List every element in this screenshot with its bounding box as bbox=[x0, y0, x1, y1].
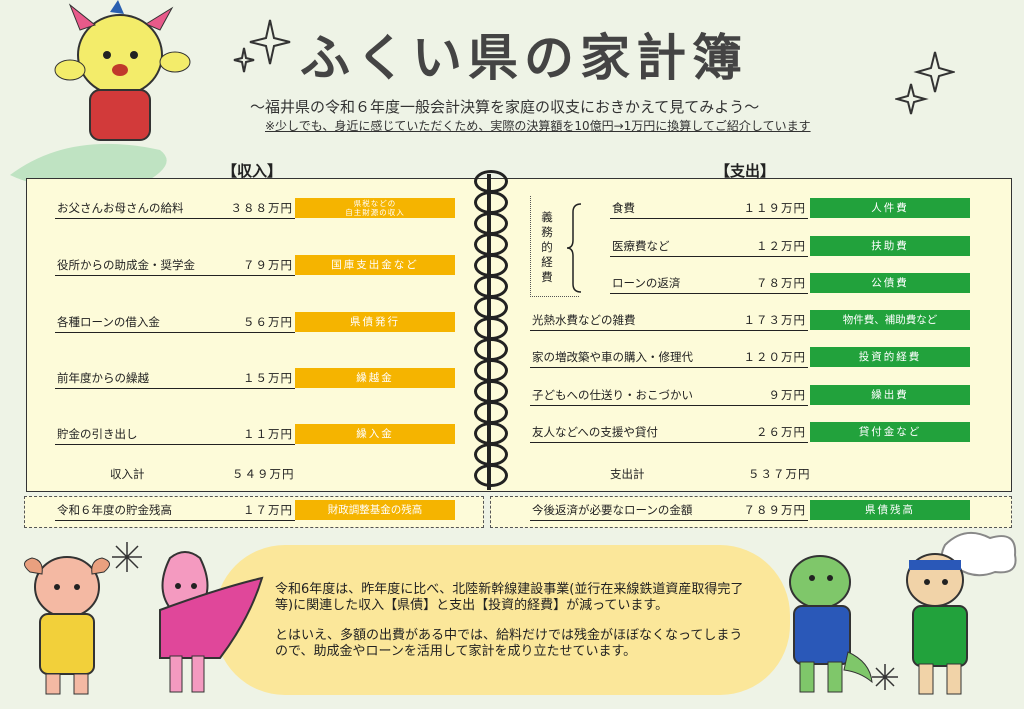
income-tag-line2: 自主財源の収入 bbox=[345, 208, 405, 217]
debt-balance-row: 今後返済が必要なローンの金額 ７８９万円 bbox=[530, 500, 808, 521]
page-subtitle: 〜福井県の令和６年度一般会計決算を家庭の収支におきかえて見てみよう〜 bbox=[250, 98, 760, 116]
mascot-pink-icon bbox=[159, 551, 264, 693]
spiral-ring bbox=[474, 380, 508, 403]
income-row: 役所からの助成金・奨学金 ７９万円 bbox=[55, 255, 295, 276]
sparkle-icon bbox=[895, 51, 955, 115]
expense-tag: 物件費、補助費など bbox=[810, 310, 970, 330]
income-label: 貯金の引き出し bbox=[57, 427, 138, 441]
savings-balance-row: 令和６年度の貯金残高 １７万円 bbox=[55, 500, 295, 521]
sparkle-icon bbox=[872, 664, 898, 690]
spiral-ring bbox=[474, 296, 508, 319]
income-label: お父さんお母さんの給料 bbox=[57, 201, 184, 215]
spiral-ring bbox=[474, 464, 508, 487]
expense-tag: 公債費 bbox=[810, 273, 970, 293]
income-tag: 県税などの 自主財源の収入 bbox=[295, 198, 455, 218]
income-row: 貯金の引き出し １１万円 bbox=[55, 424, 295, 445]
expense-amount: １１９万円 bbox=[743, 201, 806, 215]
expense-total-label: 支出計 bbox=[610, 467, 645, 481]
income-tag: 繰越金 bbox=[295, 368, 455, 388]
expense-label: 食費 bbox=[612, 201, 635, 215]
spiral-ring bbox=[474, 212, 508, 235]
income-total-label: 収入計 bbox=[110, 467, 145, 481]
expense-amount: １２万円 bbox=[756, 239, 806, 253]
income-label: 各種ローンの借入金 bbox=[57, 315, 160, 329]
expense-tag: 繰出費 bbox=[810, 385, 970, 405]
spiral-ring bbox=[474, 254, 508, 277]
spiral-ring bbox=[474, 275, 508, 298]
expense-row: 光熱水費などの雑費 １７３万円 bbox=[530, 310, 808, 331]
income-tag: 国庫支出金など bbox=[295, 255, 455, 275]
message-paragraph-1: 令和6年度は、昨年度に比べ、北陸新幹線建設事業(並行在来線鉄道資産取得完了等)に… bbox=[275, 582, 744, 613]
income-heading: 【収入】 bbox=[222, 162, 283, 180]
message-cloud bbox=[215, 545, 790, 695]
income-amount: １５万円 bbox=[243, 371, 293, 385]
expense-row: 友人などへの支援や貸付 ２６万円 bbox=[530, 422, 808, 443]
expense-row: 医療費など １２万円 bbox=[610, 236, 808, 257]
expense-row: 食費 １１９万円 bbox=[610, 198, 808, 219]
expense-amount: １７３万円 bbox=[743, 313, 806, 327]
expense-label: 光熱水費などの雑費 bbox=[532, 313, 636, 327]
expense-heading: 【支出】 bbox=[715, 162, 776, 180]
spiral-ring bbox=[474, 338, 508, 361]
savings-balance-label: 令和６年度の貯金残高 bbox=[57, 503, 172, 517]
mandatory-expense-label: 義務的経費 bbox=[541, 210, 553, 284]
expense-amount: ７８万円 bbox=[756, 276, 806, 290]
spiral-ring bbox=[474, 359, 508, 382]
income-total-amount: ５４９万円 bbox=[232, 467, 295, 481]
income-row: 前年度からの繰越 １５万円 bbox=[55, 368, 295, 389]
savings-balance-amount: １７万円 bbox=[243, 503, 293, 517]
expense-row: 家の増改築や車の購入・修理代 １２０万円 bbox=[530, 347, 808, 368]
debt-balance-amount: ７８９万円 bbox=[743, 503, 806, 517]
spiral-ring bbox=[474, 422, 508, 445]
income-amount: ７９万円 bbox=[243, 258, 293, 272]
expense-total-amount: ５３７万円 bbox=[748, 467, 811, 481]
mascot-yellow-icon bbox=[24, 556, 110, 695]
income-label: 前年度からの繰越 bbox=[57, 371, 149, 385]
mascot-green-runner-icon bbox=[906, 531, 1017, 695]
income-amount: ３８８万円 bbox=[230, 201, 293, 215]
debt-balance-label: 今後返済が必要なローンの金額 bbox=[532, 503, 693, 517]
savings-balance-tag: 財政調整基金の残高 bbox=[295, 500, 455, 520]
expense-label: 友人などへの支援や貸付 bbox=[532, 425, 658, 439]
expense-label: ローンの返済 bbox=[612, 276, 681, 290]
spiral-ring bbox=[474, 191, 508, 214]
mascot-green-dinosaur-icon bbox=[789, 555, 873, 693]
message-paragraph-2: とはいえ、多額の出費がある中では、給料だけでは残金がほぼなくなってしまうので、助… bbox=[275, 628, 743, 659]
income-row: 各種ローンの借入金 ５６万円 bbox=[55, 312, 295, 333]
page-title: ふくい県の家計簿 bbox=[300, 29, 748, 87]
income-tag: 繰入金 bbox=[295, 424, 455, 444]
expense-tag: 扶助費 bbox=[810, 236, 970, 256]
income-tag: 県債発行 bbox=[295, 312, 455, 332]
expense-row: 子どもへの仕送り・おこづかい ９万円 bbox=[530, 385, 808, 406]
expense-label: 家の増改築や車の購入・修理代 bbox=[532, 350, 693, 364]
expense-row: ローンの返済 ７８万円 bbox=[610, 273, 808, 294]
message-text: 令和6年度は、昨年度に比べ、北陸新幹線建設事業(並行在来線鉄道資産取得完了等)に… bbox=[275, 582, 755, 660]
expense-amount: ２６万円 bbox=[756, 425, 806, 439]
brace-icon bbox=[566, 203, 582, 293]
expense-amount: １２０万円 bbox=[743, 350, 806, 364]
expense-label: 子どもへの仕送り・おこづかい bbox=[532, 388, 693, 402]
spiral-ring bbox=[474, 443, 508, 466]
mandatory-expense-bracket bbox=[530, 196, 579, 297]
sparkle-icon bbox=[112, 542, 142, 572]
income-tag-line1: 県税などの bbox=[353, 199, 397, 208]
sparkle-icon bbox=[233, 19, 291, 73]
expense-amount: ９万円 bbox=[768, 388, 806, 402]
spiral-ring bbox=[474, 317, 508, 340]
conversion-note: ※少しでも、身近に感じていただくため、実際の決算額を10億円→1万円に換算してご… bbox=[265, 119, 811, 133]
debt-balance-tag: 県債残高 bbox=[810, 500, 970, 520]
mascot-red-dragon-icon bbox=[10, 0, 191, 189]
spiral-ring bbox=[474, 401, 508, 424]
income-amount: １１万円 bbox=[243, 427, 293, 441]
expense-label: 医療費など bbox=[612, 239, 670, 253]
income-amount: ５６万円 bbox=[243, 315, 293, 329]
income-row: お父さんお母さんの給料 ３８８万円 bbox=[55, 198, 295, 219]
expense-tag: 貸付金など bbox=[810, 422, 970, 442]
expense-tag: 人件費 bbox=[810, 198, 970, 218]
income-label: 役所からの助成金・奨学金 bbox=[57, 258, 195, 272]
expense-tag: 投資的経費 bbox=[810, 347, 970, 367]
spiral-ring bbox=[474, 233, 508, 256]
spiral-ring bbox=[474, 170, 508, 193]
